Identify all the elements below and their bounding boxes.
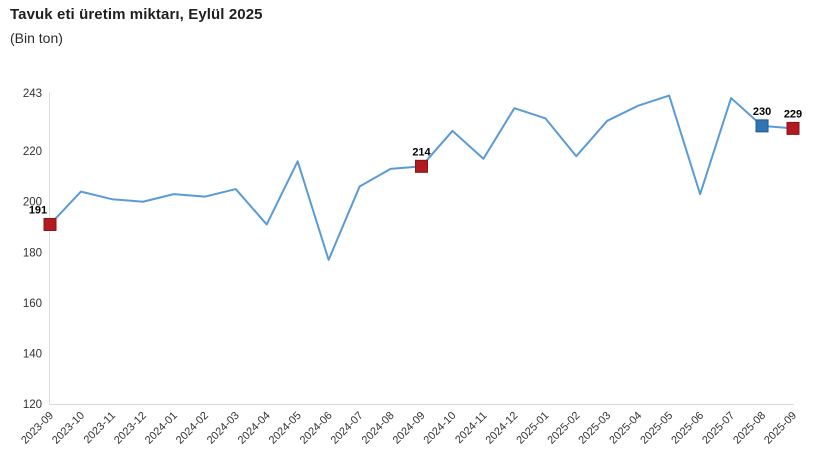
- x-tick-label: 2023-12: [112, 410, 149, 447]
- y-tick-label: 220: [23, 146, 42, 158]
- data-label-2024-09: 214: [412, 146, 431, 158]
- y-axis-labels: 243 220 200 180 160 140 120: [23, 88, 42, 411]
- y-tick-label: 243: [23, 88, 42, 100]
- marker-2025-09: [786, 121, 800, 135]
- x-tick-label: 2024-08: [360, 410, 397, 447]
- y-tick-label: 120: [23, 399, 42, 411]
- x-tick-label: 2024-11: [453, 410, 489, 446]
- x-tick-label: 2023-09: [19, 410, 56, 447]
- chart-title: Tavuk eti üretim miktarı, Eylül 2025: [10, 6, 263, 23]
- x-tick-label: 2024-03: [205, 410, 242, 447]
- marker-2024-09: [415, 159, 428, 173]
- x-tick-label: 2025-06: [669, 410, 706, 447]
- x-tick-label: 2025-02: [545, 410, 582, 447]
- data-label-2023-09: 191: [29, 204, 47, 216]
- x-tick-label: 2025-03: [576, 410, 613, 447]
- x-tick-label: 2025-09: [762, 410, 799, 447]
- y-tick-label: 180: [23, 247, 42, 259]
- x-tick-label: 2024-01: [143, 410, 180, 447]
- x-tick-label: 2024-06: [298, 410, 335, 447]
- x-tick-label: 2025-01: [514, 410, 551, 447]
- x-tick-label: 2023-11: [82, 410, 118, 446]
- x-tick-label: 2025-08: [731, 410, 768, 447]
- x-tick-label: 2024-09: [391, 410, 428, 447]
- x-tick-label: 2025-05: [638, 410, 675, 447]
- highlight-markers: 191 214 230 229: [29, 106, 802, 231]
- y-tick-label: 200: [23, 197, 42, 209]
- x-tick-label: 2024-10: [422, 410, 459, 447]
- x-tick-label: 2024-07: [329, 410, 366, 447]
- y-tick-label: 160: [23, 298, 42, 310]
- data-label-2025-08: 230: [753, 106, 771, 118]
- x-tick-label: 2024-05: [267, 410, 304, 447]
- marker-2023-09: [43, 217, 57, 231]
- x-tick-label: 2025-04: [607, 410, 644, 447]
- production-line-series: [49, 94, 794, 261]
- x-tick-label: 2024-04: [236, 410, 273, 447]
- x-axis-labels: 2023-092023-102023-112023-122024-012024-…: [19, 410, 799, 447]
- x-tick-label: 2024-02: [174, 410, 211, 447]
- chart-header: Tavuk eti üretim miktarı, Eylül 2025 (Bi…: [10, 6, 263, 46]
- marker-2025-08: [755, 119, 769, 133]
- x-tick-label: 2023-10: [50, 410, 87, 447]
- y-tick-label: 140: [23, 348, 42, 360]
- data-label-2025-09: 229: [784, 108, 802, 120]
- x-tick-label: 2024-12: [483, 410, 520, 447]
- chart-subtitle: (Bin ton): [10, 30, 63, 46]
- x-tick-label: 2025-07: [700, 410, 737, 447]
